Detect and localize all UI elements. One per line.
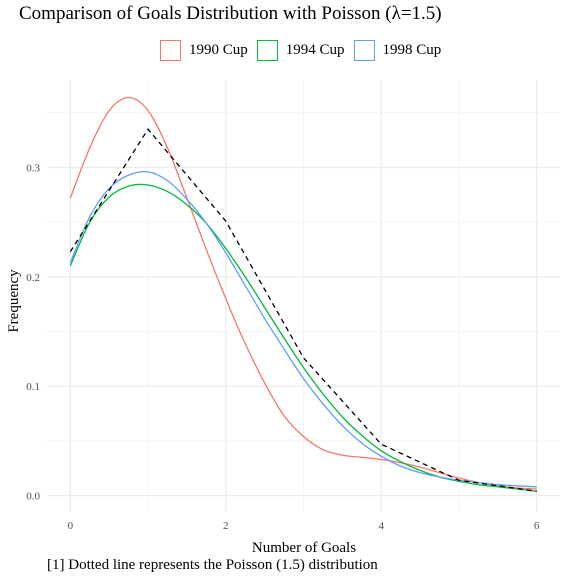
poisson-reference-line (69, 128, 537, 492)
y-tick-label: 0.1 (26, 381, 40, 393)
y-tick-label: 0.3 (26, 162, 40, 174)
y-tick-label: 0.0 (26, 491, 40, 503)
chart-title: Comparison of Goals Distribution with Po… (19, 3, 442, 24)
chart-caption: [1] Dotted line represents the Poisson (… (47, 557, 378, 573)
legend-label-1994: 1994 Cup (285, 41, 345, 58)
legend-key-1990 (160, 39, 181, 61)
legend-item-1998: 1998 Cup (353, 39, 442, 61)
series-line-1994-cup (69, 183, 537, 492)
axis-ticks: 0 2 4 6 0.0 0.1 0.2 0.3 (26, 162, 540, 532)
x-axis-label: Number of Goals (252, 540, 356, 556)
legend-label-1990: 1990 Cup (189, 41, 248, 58)
x-tick-label: 6 (534, 520, 540, 532)
legend-key-1994 (256, 39, 278, 61)
series-line-1990-cup (69, 96, 537, 490)
legend-item-1994: 1994 Cup (256, 39, 345, 61)
legend-item-1990: 1990 Cup (160, 39, 248, 61)
x-tick-label: 4 (378, 520, 384, 532)
series-lines (69, 96, 537, 492)
x-tick-label: 2 (223, 520, 229, 532)
legend-label-1998: 1998 Cup (382, 41, 442, 58)
legend: 1990 Cup 1994 Cup 1998 Cup (160, 37, 450, 63)
x-tick-label: 0 (68, 520, 74, 532)
y-axis-label: Frequency (6, 269, 22, 333)
legend-key-1998 (353, 39, 375, 61)
grid (47, 80, 560, 512)
y-tick-label: 0.2 (26, 272, 40, 284)
